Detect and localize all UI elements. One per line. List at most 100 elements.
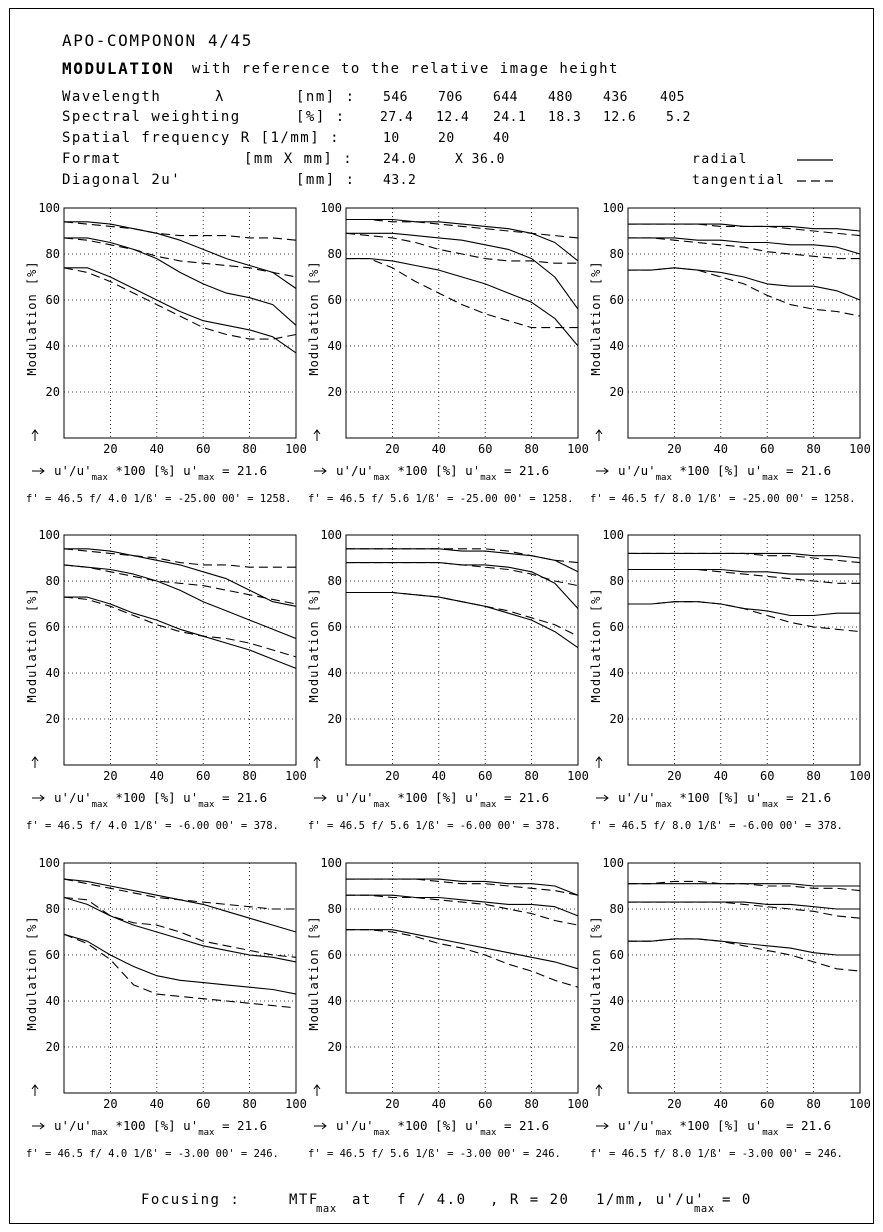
y-tick-label: 60 — [328, 293, 342, 307]
y-tick-label: 20 — [328, 712, 342, 726]
x-tick-label: 60 — [196, 1097, 210, 1111]
y-axis-label: Modulation [%] — [589, 915, 603, 1030]
tangential-curve — [346, 878, 579, 896]
aperture-value: f / 4.0 — [397, 1192, 467, 1208]
y-tick-label: 80 — [46, 574, 60, 588]
plot-frame — [627, 862, 861, 1094]
tangential-curve — [628, 237, 860, 260]
tangential-curve — [346, 218, 579, 239]
x-axis-arrow-icon — [32, 1122, 45, 1130]
plot-frame — [63, 534, 297, 766]
y-tick-label: 80 — [610, 247, 624, 261]
x-axis-arrow-icon — [314, 467, 327, 475]
spec-value: 5.2 — [666, 110, 691, 125]
y-tick-label: 20 — [46, 1040, 60, 1054]
y-axis-label: Modulation [%] — [307, 587, 321, 702]
y-axis-label: Modulation [%] — [307, 915, 321, 1030]
x-tick-label: 80 — [242, 442, 256, 456]
x-tick-label: 80 — [806, 769, 820, 783]
y-tick-label: 40 — [328, 666, 342, 680]
y-tick-label: 40 — [46, 994, 60, 1008]
x-tick-label: 60 — [478, 442, 492, 456]
spec-value: 436 — [603, 90, 628, 105]
y-tick-label: 80 — [610, 902, 624, 916]
radial-curve — [64, 237, 297, 326]
chart-caption: f' = 46.5 f/ 8.0 1/ß' = -3.00 00' = 246. — [590, 1148, 843, 1160]
spec-value: 405 — [660, 90, 685, 105]
x-tick-label: 40 — [150, 769, 164, 783]
mtf-chart: 20 40 60 80 100 20 40 60 80 100 Modulation [%] u'/u… — [25, 201, 307, 505]
y-tick-label: 100 — [320, 528, 342, 542]
y-tick-label: 60 — [46, 948, 60, 962]
x-tick-label: 100 — [567, 769, 589, 783]
chart-caption: f' = 46.5 f/ 4.0 1/ß' = -25.00 00' = 125… — [26, 493, 292, 505]
focusing-label: Focusing : — [141, 1192, 241, 1208]
x-tick-label: 80 — [242, 1097, 256, 1111]
spec-label-wavelength: Wavelength — [62, 89, 162, 105]
radial-curve — [346, 929, 579, 970]
spec-label-diagonal: Diagonal 2u' — [62, 172, 182, 188]
x-tick-label: 60 — [760, 1097, 774, 1111]
x-tick-label: 20 — [103, 442, 117, 456]
spec-value: 40 — [493, 131, 510, 146]
page-frame — [9, 8, 874, 1224]
x-axis-label: u'/u'max *100 [%] u'max = 21.6 — [336, 790, 549, 810]
subtitle-bold: MODULATION — [62, 59, 175, 78]
y-tick-label: 100 — [38, 856, 60, 870]
mtf-chart: 20 40 60 80 100 20 40 60 80 100 Modulation [%] u'/u… — [589, 528, 871, 832]
x-axis-label: u'/u'max *100 [%] u'max = 21.6 — [618, 463, 831, 483]
tangential-curve — [63, 237, 297, 278]
y-tick-label: 100 — [602, 856, 624, 870]
y-tick-label: 40 — [328, 339, 342, 353]
x-tick-label: 60 — [478, 1097, 492, 1111]
tangential-curve — [63, 896, 297, 958]
tangential-curve — [346, 548, 579, 564]
spec-value: 24.1 — [493, 110, 527, 125]
radial-curve — [346, 894, 579, 917]
radial-curve — [64, 596, 297, 669]
plot-frame — [627, 534, 861, 766]
y-tick-label: 80 — [46, 247, 60, 261]
y-tick-label: 100 — [320, 201, 342, 215]
x-axis-arrow-icon — [314, 1122, 327, 1130]
x-tick-label: 100 — [567, 1097, 589, 1111]
plot-frame — [345, 862, 579, 1094]
spec-symbol-lambda: λ — [215, 89, 225, 105]
y-tick-label: 20 — [610, 1040, 624, 1054]
x-tick-label: 100 — [849, 769, 871, 783]
x-tick-label: 40 — [150, 442, 164, 456]
radial-curve — [63, 878, 297, 933]
y-axis-arrow-icon — [595, 756, 603, 768]
chart-caption: f' = 46.5 f/ 4.0 1/ß' = -3.00 00' = 246. — [26, 1148, 279, 1160]
chart-caption: f' = 46.5 f/ 8.0 1/ß' = -6.00 00' = 378. — [590, 820, 843, 832]
x-tick-label: 20 — [103, 1097, 117, 1111]
y-tick-label: 100 — [602, 201, 624, 215]
x-tick-label: 100 — [849, 1097, 871, 1111]
radial-curve — [346, 548, 579, 573]
radial-curve — [346, 591, 579, 649]
y-axis-label: Modulation [%] — [25, 587, 39, 702]
tangential-curve — [63, 548, 296, 568]
radial-curve — [64, 548, 297, 607]
x-axis-label: u'/u'max *100 [%] u'max = 21.6 — [54, 1118, 267, 1138]
y-tick-label: 80 — [328, 247, 342, 261]
tangential-curve — [628, 568, 860, 584]
x-tick-label: 100 — [567, 442, 589, 456]
y-axis-arrow-icon — [595, 429, 603, 441]
spec-value: X 36.0 — [455, 152, 505, 167]
tangential-curve — [628, 901, 861, 919]
y-axis-arrow-icon — [31, 1084, 39, 1096]
spec-value: 480 — [548, 90, 573, 105]
y-axis-label: Modulation [%] — [25, 915, 39, 1030]
mtf-label: MTF — [289, 1192, 319, 1208]
spec-value: 644 — [493, 90, 518, 105]
plot-frame — [63, 862, 297, 1094]
tangential-curve — [63, 933, 297, 1009]
spec-value: 43.2 — [383, 173, 417, 188]
spec-value: 546 — [383, 90, 408, 105]
y-tick-label: 60 — [328, 620, 342, 634]
x-tick-label: 80 — [524, 442, 538, 456]
page-title: APO-COMPONON 4/45 — [62, 31, 253, 50]
spec-value: 27.4 — [380, 110, 414, 125]
radial-curve — [64, 221, 297, 289]
